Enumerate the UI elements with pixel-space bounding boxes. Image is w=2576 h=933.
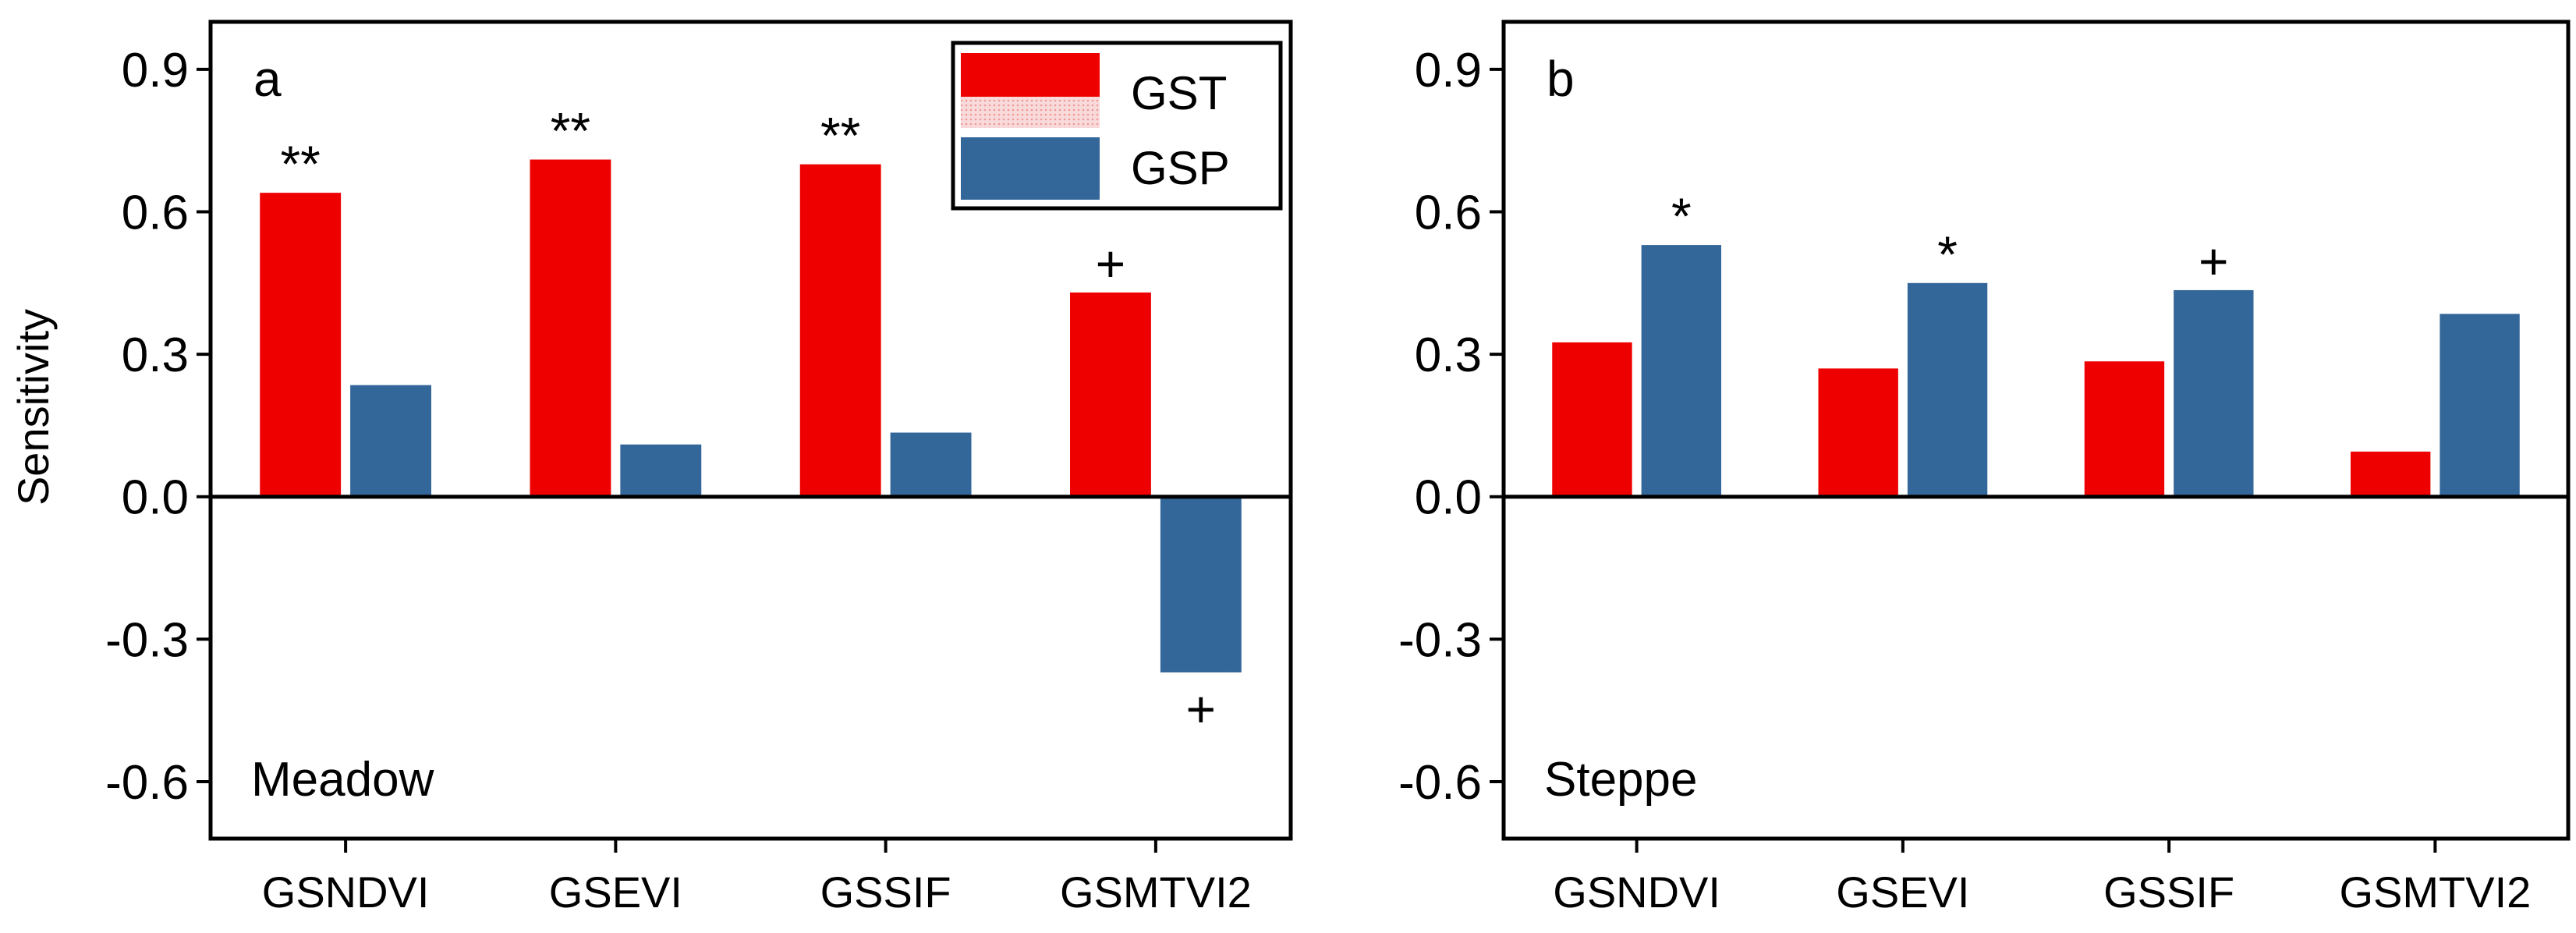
legend-swatch-gst-faded (961, 97, 1100, 128)
y-tick-label-b: 0.0 (1415, 471, 1482, 525)
panel-title-a: Meadow (251, 753, 434, 807)
x-tick-label-b: GSEVI (1836, 867, 1969, 917)
panel-letter-a: a (253, 51, 282, 107)
legend: GST GSP (951, 41, 1283, 211)
bar-gsp-gssif-b (2174, 289, 2254, 497)
significance-marker-b: * (1937, 225, 1958, 283)
bar-gst-gsndvi-a (260, 193, 342, 497)
bar-gst-gsevi-b (1818, 368, 1898, 497)
x-tick-label-b: GSNDVI (1553, 867, 1720, 917)
legend-swatch-gsp (961, 137, 1100, 200)
bar-gsp-gsmtvi2-b (2440, 314, 2520, 497)
bar-gst-gsmtvi2-b (2351, 451, 2431, 497)
bar-gst-gssif-b (2084, 361, 2165, 497)
bar-gsp-gsevi-b (1907, 282, 1988, 497)
y-tick-label-b: -0.3 (1398, 613, 1482, 667)
y-tick-label-b: 0.6 (1415, 186, 1482, 239)
significance-marker-a: ** (820, 107, 860, 165)
significance-marker-a: + (1186, 680, 1217, 738)
legend-label-gsp: GSP (1131, 142, 1230, 194)
bar-gsp-gssif-a (890, 432, 972, 497)
bar-gst-gsndvi-b (1552, 342, 1632, 497)
significance-marker-b: * (1671, 187, 1692, 245)
x-tick-label-a: GSEVI (549, 867, 682, 917)
significance-marker-a: + (1096, 235, 1126, 293)
bar-gsp-gsndvi-a (350, 385, 431, 497)
panel-steppe: 0.9 0.6 0.3 0.0 -0.3 -0.6 GSNDVI * GSEVI * GSSIF + G… (1398, 20, 2571, 917)
x-tick-label-a: GSNDVI (262, 867, 430, 917)
panel-meadow: 0.9 0.6 0.3 0.0 -0.3 -0.6 GSNDVI ** GSEVI ** GSSIF… (105, 20, 1293, 917)
y-axis-label: Sensitivity (9, 309, 58, 506)
plot-frame-b (1501, 20, 2571, 841)
significance-marker-a: ** (551, 102, 590, 160)
bar-gst-gsevi-a (530, 159, 611, 497)
panel-letter-b: b (1547, 51, 1575, 107)
x-tick-label-a: GSSIF (820, 867, 951, 917)
x-tick-label-a: GSMTVI2 (1060, 867, 1252, 917)
significance-marker-a: ** (281, 135, 321, 193)
bar-gsp-gsndvi-b (1641, 245, 1721, 497)
x-tick-label-b: GSSIF (2103, 867, 2234, 917)
y-tick-label-a: 0.6 (122, 186, 189, 239)
y-tick-label-a: 0.3 (122, 328, 189, 382)
y-tick-label-a: 0.9 (122, 44, 189, 98)
panel-title-b: Steppe (1544, 753, 1698, 807)
y-tick-label-b: 0.3 (1415, 328, 1482, 382)
y-tick-label-a: 0.0 (122, 471, 189, 525)
y-tick-label-b: 0.9 (1415, 44, 1482, 98)
y-tick-label-a: -0.3 (105, 613, 189, 667)
y-tick-label-a: -0.6 (105, 756, 189, 810)
bar-gsp-gsevi-a (620, 444, 702, 497)
legend-label-gst: GST (1131, 67, 1227, 119)
y-tick-label-b: -0.6 (1398, 756, 1482, 810)
bar-gsp-gsmtvi2-a (1160, 496, 1242, 672)
significance-marker-b: + (2199, 232, 2229, 290)
bar-gst-gssif-a (799, 164, 881, 497)
legend-swatch-gst (961, 53, 1100, 97)
x-tick-label-b: GSMTVI2 (2339, 867, 2531, 917)
plot-frame-a (208, 20, 1293, 841)
bar-gst-gsmtvi2-a (1070, 292, 1151, 497)
